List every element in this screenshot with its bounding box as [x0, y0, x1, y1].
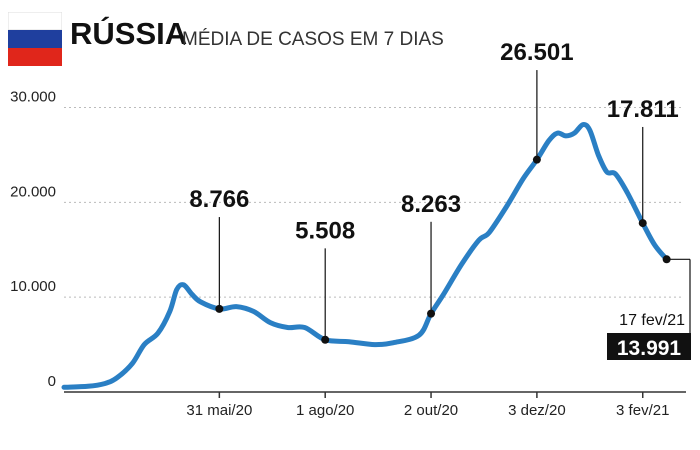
y-tick-label: 0: [48, 373, 56, 390]
annotation-point: [532, 155, 541, 164]
annotation-label: 8.263: [401, 191, 461, 218]
y-tick-label: 30.000: [10, 88, 56, 105]
annotation-label: 26.501: [500, 39, 573, 66]
y-tick-label: 10.000: [10, 278, 56, 295]
annotation-point: [427, 309, 436, 318]
end-value-box: [607, 333, 691, 360]
x-tick-label: 2 out/20: [404, 402, 458, 419]
series-line: [61, 122, 670, 390]
y-tick-label: 20.000: [10, 183, 56, 200]
country-title: RÚSSIA: [70, 16, 188, 51]
annotation-label: 8.766: [189, 186, 249, 213]
annotation-point: [215, 304, 224, 313]
x-tick-label: 1 ago/20: [296, 402, 354, 419]
annotation-point: [321, 335, 330, 344]
end-date-label: 17 fev/21: [619, 312, 685, 329]
x-tick-label: 3 dez/20: [508, 402, 566, 419]
russia-flag-icon: [7, 11, 63, 66]
chart-subtitle: MÉDIA DE CASOS EM 7 DIAS: [182, 29, 444, 50]
annotation-label: 5.508: [295, 217, 355, 244]
x-tick-label: 3 fev/21: [616, 402, 669, 419]
x-tick-label: 31 mai/20: [186, 402, 252, 419]
annotation-label: 17.811: [607, 96, 679, 123]
end-value-label: 13.991: [617, 337, 682, 360]
annotation-point: [638, 219, 647, 228]
